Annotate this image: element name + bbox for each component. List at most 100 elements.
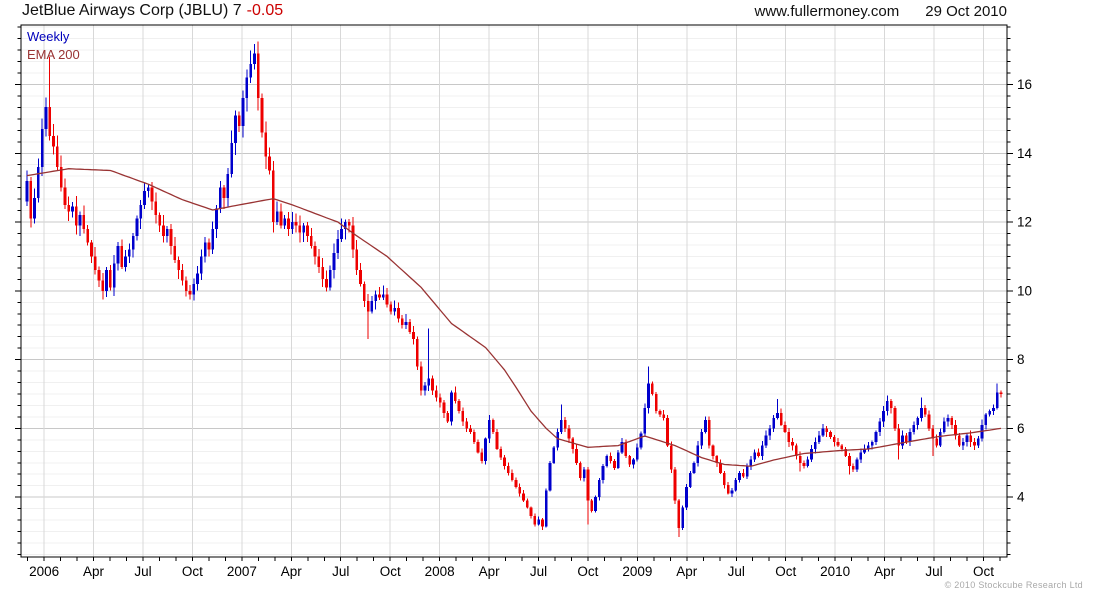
candle[interactable] [48, 56, 52, 141]
candle[interactable] [344, 219, 347, 240]
candle[interactable] [199, 249, 203, 280]
candle[interactable] [309, 227, 313, 249]
candle[interactable] [757, 448, 760, 458]
candle[interactable] [416, 336, 419, 370]
candle[interactable] [548, 461, 552, 492]
candle[interactable] [889, 398, 893, 414]
candle[interactable] [802, 460, 806, 469]
candle[interactable] [124, 249, 127, 272]
candle[interactable] [738, 471, 741, 483]
candle[interactable] [681, 505, 685, 531]
candle[interactable] [127, 243, 131, 263]
candle[interactable] [177, 256, 180, 279]
candle[interactable] [283, 214, 287, 230]
candle[interactable] [931, 425, 935, 456]
candle[interactable] [275, 201, 279, 226]
candle[interactable] [836, 438, 840, 447]
candle[interactable] [783, 421, 787, 434]
candle[interactable] [973, 438, 976, 451]
candle[interactable] [154, 192, 158, 224]
candle[interactable] [438, 393, 442, 408]
candle[interactable] [954, 419, 957, 440]
candle[interactable] [131, 232, 135, 258]
candle[interactable] [772, 415, 775, 433]
candle[interactable] [370, 295, 374, 314]
candle[interactable] [279, 203, 283, 229]
candle[interactable] [101, 273, 105, 300]
candle[interactable] [59, 155, 63, 192]
candle[interactable] [74, 195, 78, 235]
candle[interactable] [525, 498, 529, 509]
candle[interactable] [33, 188, 36, 224]
candle[interactable] [578, 461, 582, 481]
candle[interactable] [218, 180, 222, 213]
candle[interactable] [719, 459, 722, 475]
candle[interactable] [518, 483, 522, 497]
candle[interactable] [741, 469, 745, 479]
candle[interactable] [723, 471, 726, 489]
candle[interactable] [685, 483, 688, 510]
candle[interactable] [662, 410, 666, 421]
candle[interactable] [544, 488, 548, 528]
candle[interactable] [29, 177, 33, 228]
candle[interactable] [196, 266, 199, 291]
candle[interactable] [321, 257, 324, 287]
candle[interactable] [901, 430, 904, 449]
candle[interactable] [946, 414, 950, 427]
candle[interactable] [878, 418, 882, 437]
candle[interactable] [992, 404, 995, 416]
candle[interactable] [461, 407, 465, 426]
candle[interactable] [673, 467, 677, 505]
candle[interactable] [885, 395, 889, 416]
candle[interactable] [427, 328, 431, 391]
candle[interactable] [552, 446, 556, 464]
candle[interactable] [832, 435, 836, 447]
candle[interactable] [135, 215, 139, 241]
candle[interactable] [908, 428, 912, 446]
candle[interactable] [950, 415, 954, 429]
candle[interactable] [957, 433, 961, 448]
candle[interactable] [855, 457, 859, 472]
candle[interactable] [601, 463, 605, 484]
candle[interactable] [241, 90, 245, 138]
candle[interactable] [37, 158, 40, 203]
candle[interactable] [654, 391, 658, 414]
candle[interactable] [97, 266, 101, 287]
candle[interactable] [40, 118, 44, 176]
candle[interactable] [632, 457, 635, 469]
candle[interactable] [897, 424, 901, 460]
candle[interactable] [480, 448, 484, 464]
candle[interactable] [453, 386, 457, 404]
candle[interactable] [825, 426, 829, 437]
candle[interactable] [965, 433, 969, 447]
candle[interactable] [912, 421, 916, 435]
candle[interactable] [272, 161, 275, 233]
candle[interactable] [351, 216, 355, 258]
candle[interactable] [245, 69, 249, 112]
candle[interactable] [851, 463, 855, 473]
candle[interactable] [120, 239, 124, 270]
candle[interactable] [522, 490, 525, 503]
candle[interactable] [465, 418, 468, 433]
candles-layer[interactable] [25, 41, 1003, 538]
candle[interactable] [397, 302, 400, 323]
candle[interactable] [268, 147, 271, 175]
candle[interactable] [336, 229, 340, 259]
candle[interactable] [139, 199, 143, 230]
candle[interactable] [230, 130, 234, 178]
candle[interactable] [605, 454, 609, 468]
candle[interactable] [817, 430, 821, 445]
candle[interactable] [999, 390, 1003, 398]
candle[interactable] [734, 477, 738, 492]
candle[interactable] [105, 267, 108, 297]
candle[interactable] [249, 50, 252, 83]
candle[interactable] [378, 287, 381, 300]
candle[interactable] [332, 243, 336, 279]
candle[interactable] [791, 438, 794, 451]
candle[interactable] [882, 405, 885, 427]
candle[interactable] [988, 409, 992, 417]
candle[interactable] [677, 499, 681, 538]
candle[interactable] [753, 449, 757, 462]
candle[interactable] [976, 435, 980, 449]
